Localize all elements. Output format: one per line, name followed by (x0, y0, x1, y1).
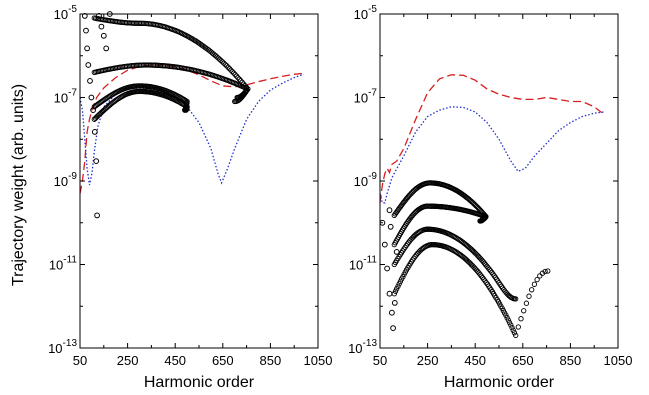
trajectory-point (235, 74, 241, 81)
x-tick-label: 650 (212, 353, 234, 368)
scatter-point (85, 62, 92, 68)
left-x-axis-title: Harmonic order (144, 374, 255, 391)
scatter-point (98, 23, 105, 30)
right-axis-ticks: 50 250 450 650 850 1050 10-13 10-11 10-9 10-7 10-5 (348, 4, 632, 368)
trajectory-point (229, 68, 235, 75)
right-panel: 50 250 450 650 850 1050 10-13 10-11 10-9 10-7 10-5… (348, 4, 632, 391)
trajectory-point (232, 71, 238, 78)
x-tick-label: 50 (373, 353, 387, 368)
trajectory-point (392, 288, 399, 294)
x-tick-label: 250 (117, 353, 139, 368)
trajectory-point (531, 281, 538, 287)
scatter-point (384, 265, 391, 272)
trajectory-point (219, 59, 226, 65)
trajectory-point (539, 270, 546, 276)
scatter-point (391, 300, 398, 306)
y-tick-label: 10-5 (354, 4, 378, 22)
trajectory-point (523, 300, 530, 306)
y-axis-title: Trajectory weight (arb. units) (10, 84, 27, 286)
x-tick-label: 450 (464, 353, 486, 368)
trajectory-point (542, 268, 548, 275)
trajectory-point (521, 308, 527, 314)
trajectory-point (509, 324, 515, 331)
trajectory-point (534, 276, 540, 283)
scatter-point (390, 325, 397, 332)
right-plot-marks (379, 74, 605, 339)
left-panel: 50 250 450 650 850 1050 10-13 10-11 10-9 10-7 10-5… (48, 4, 332, 391)
trajectory-point (518, 316, 524, 322)
scatter-point (87, 78, 93, 84)
left-plot-frame (79, 13, 319, 349)
trajectory-point (183, 107, 189, 113)
right-x-axis-title: Harmonic order (444, 374, 555, 391)
x-tick-label: 850 (560, 353, 582, 368)
trajectory-point (545, 268, 551, 274)
trajectory-point (505, 317, 511, 323)
scatter-point (389, 309, 395, 316)
scatter-point (387, 223, 394, 230)
left-axis-ticks: 50 250 450 650 850 1050 10-13 10-11 10-9 10-7 10-5 (48, 4, 332, 368)
trajectory-point (225, 64, 231, 70)
trajectory-point (232, 98, 238, 105)
trajectory-point (529, 287, 535, 293)
trajectory-point (526, 293, 532, 299)
scatter-point (103, 45, 110, 52)
trajectory-point (395, 283, 401, 289)
scatter-point (90, 107, 96, 113)
trajectory-point (511, 330, 518, 336)
x-tick-label: 1050 (604, 353, 633, 368)
scatter-point (94, 212, 100, 219)
trajectory-point (216, 56, 223, 62)
left-plot-marks (79, 11, 304, 219)
dashed-series-line (379, 74, 605, 203)
y-tick-label: 10-9 (54, 171, 78, 189)
x-tick-label: 850 (260, 353, 282, 368)
trajectory-point (218, 57, 224, 64)
x-tick-label: 450 (164, 353, 186, 368)
dashed-series-line (79, 64, 304, 194)
y-tick-label: 10-9 (354, 171, 378, 189)
scatter-point (386, 207, 393, 214)
trajectory-point (233, 73, 240, 79)
scatter-point (100, 32, 107, 39)
y-tick-label: 10-11 (349, 255, 378, 273)
x-tick-label: 1050 (304, 353, 333, 368)
scatter-point (386, 290, 393, 297)
scatter-point (393, 249, 400, 255)
y-tick-label: 10-5 (54, 4, 78, 22)
trajectory-point (515, 324, 521, 330)
trajectory-point (537, 273, 543, 279)
scatter-point (381, 241, 388, 248)
y-tick-label: 10-13 (348, 338, 377, 356)
trajectory-point (224, 63, 230, 69)
trajectory-point (513, 332, 519, 339)
x-tick-label: 50 (73, 353, 87, 368)
trajectory-point (221, 60, 227, 66)
trajectory-point (513, 296, 519, 302)
trajectory-point (479, 216, 485, 223)
trajectory-point (510, 327, 516, 333)
trajectory-point (231, 70, 237, 76)
trajectory-point (222, 61, 228, 68)
y-tick-label: 10-7 (54, 88, 78, 106)
scatter-point (88, 94, 95, 101)
scatter-point (91, 129, 98, 135)
trajectory-point (226, 65, 233, 72)
y-tick-label: 10-7 (354, 88, 378, 106)
x-tick-label: 250 (417, 353, 439, 368)
scatter-point (84, 45, 90, 52)
y-tick-label: 10-11 (49, 255, 78, 273)
x-tick-label: 650 (512, 353, 534, 368)
scatter-point (93, 158, 100, 165)
dotted-series-line (379, 106, 604, 204)
trajectory-point (508, 322, 514, 328)
y-tick-label: 10-13 (48, 338, 77, 356)
scatter-point (83, 27, 89, 34)
trajectory-point (228, 67, 234, 73)
trajectory-point (236, 76, 242, 82)
